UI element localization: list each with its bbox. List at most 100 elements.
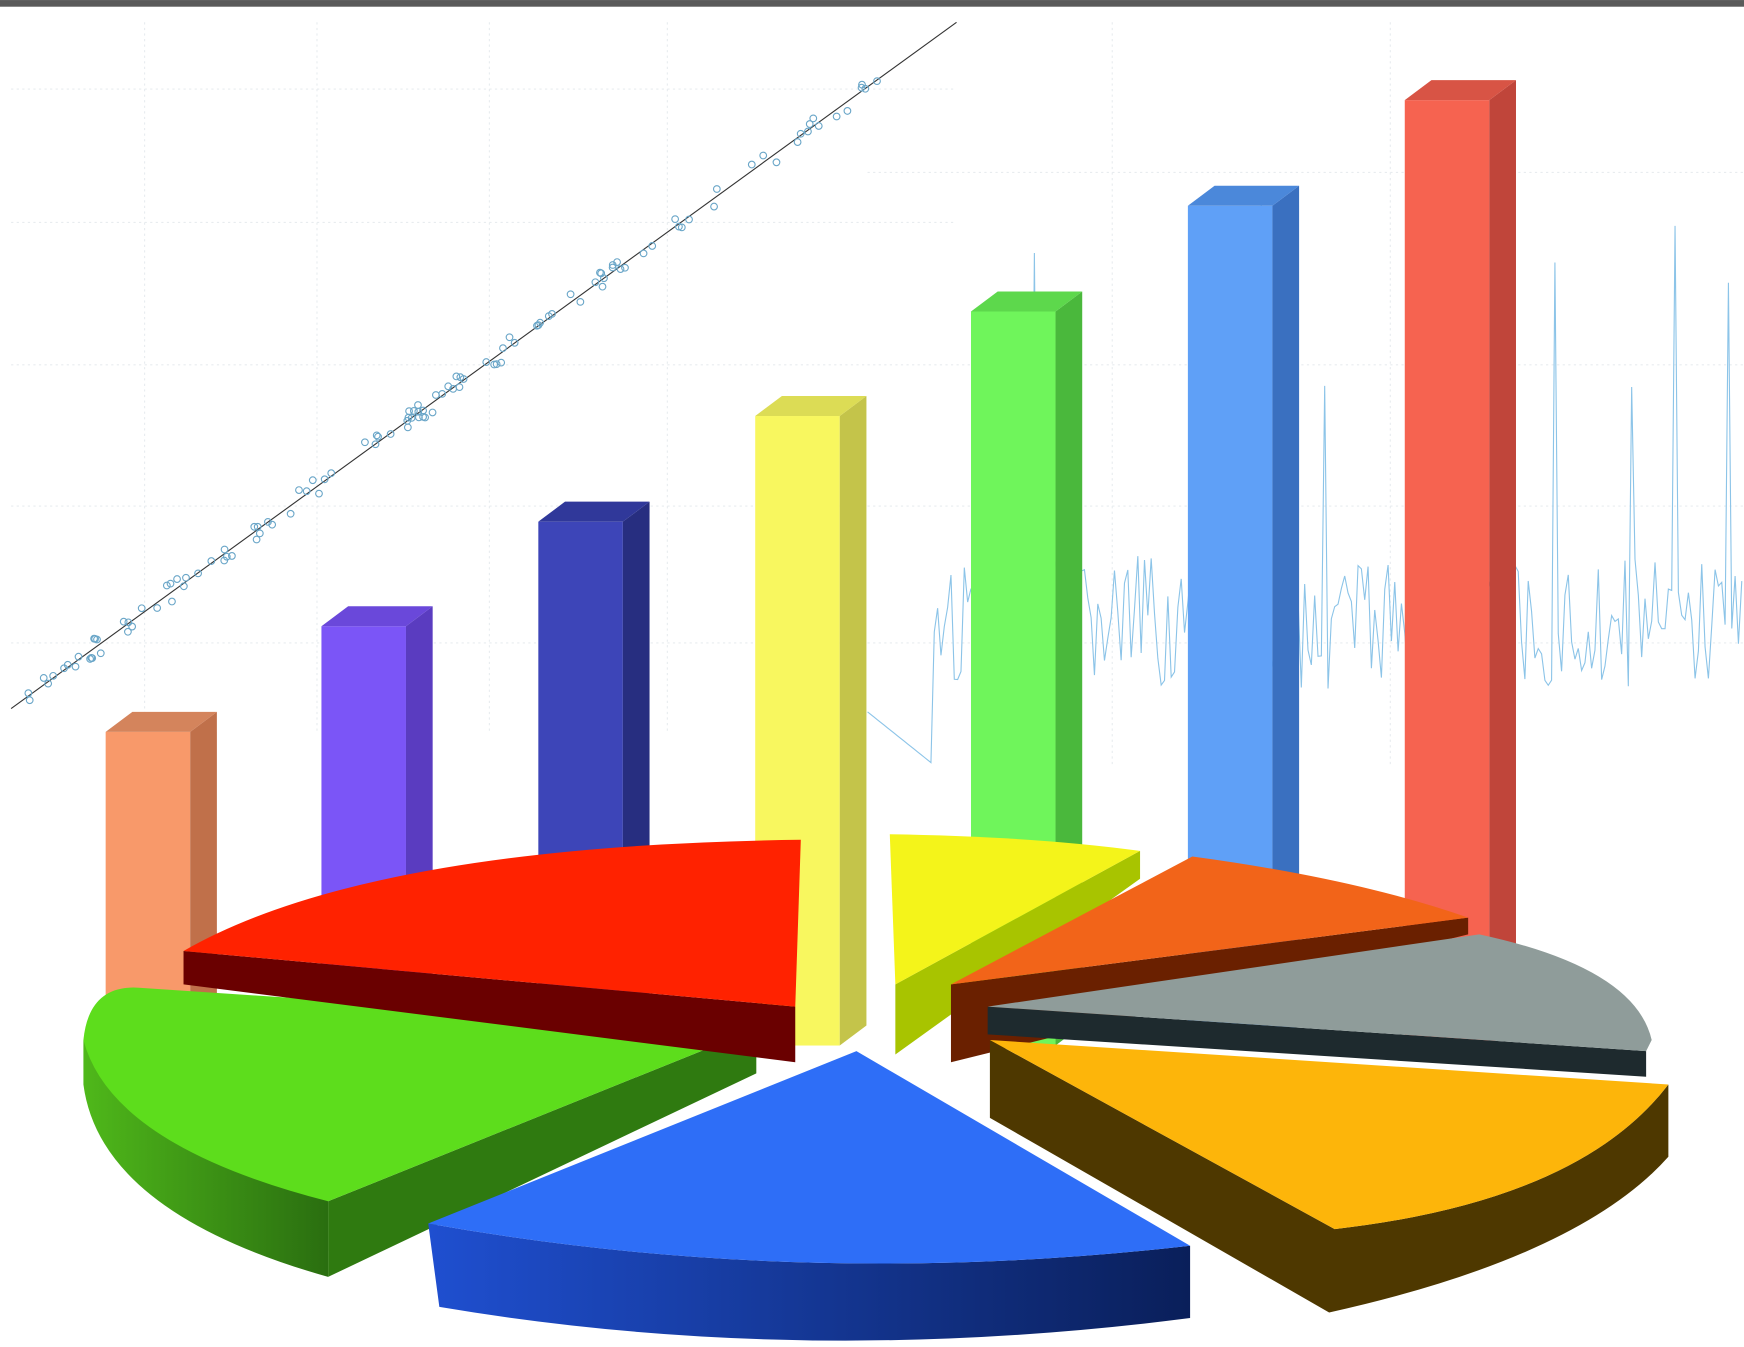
bar-front [1404, 100, 1490, 1046]
scatter-point [49, 671, 58, 680]
scatter-point [264, 518, 272, 526]
scatter-point [25, 696, 34, 705]
scatter-point [71, 662, 80, 671]
scatter-point [510, 338, 519, 347]
pie [83, 834, 1669, 1341]
scatter-point [24, 689, 33, 698]
scatter-point [39, 674, 48, 682]
scatter-point [576, 298, 585, 306]
pie-slice [889, 834, 1141, 985]
scatter-point [621, 263, 629, 272]
scatter-point [286, 509, 295, 518]
scatter-points [24, 77, 881, 705]
scatter-point [843, 107, 852, 115]
bar-top [105, 711, 217, 732]
scatter-point [873, 77, 881, 86]
pie-slice [428, 1051, 1191, 1264]
scatter-point [119, 617, 128, 626]
pie-slice [987, 934, 1652, 1052]
scatter-point [403, 423, 412, 432]
scatter-point [137, 604, 146, 613]
scatter-point [455, 383, 464, 391]
scatter-point [96, 649, 105, 658]
scatter-point [419, 406, 427, 415]
scatter-point [772, 158, 781, 167]
bar-top [321, 606, 433, 627]
scatter-point [421, 413, 429, 422]
scatter-point [63, 660, 72, 669]
scatter-point [372, 431, 381, 440]
scatter-point [173, 575, 181, 583]
pie-slice [950, 856, 1469, 985]
scatter-point [166, 579, 175, 588]
scatter-point [428, 408, 437, 417]
bar-top [970, 291, 1083, 312]
scatter-point [162, 581, 171, 590]
scatter-point [613, 258, 621, 266]
top-border [0, 0, 1744, 7]
scatter-point [452, 372, 461, 381]
scatter-point [710, 202, 718, 211]
pie-slice [183, 839, 801, 1007]
bar-top [1187, 185, 1300, 206]
scatter-point [857, 83, 866, 92]
scatter-point [566, 290, 575, 299]
scatter-point [832, 112, 841, 121]
scatter-point [438, 389, 447, 398]
scatter-point [809, 114, 818, 123]
scatter-point [598, 282, 607, 291]
scatter-point [499, 344, 507, 353]
scatter-point [86, 655, 94, 663]
scatter-point [182, 573, 190, 582]
scatter-point [327, 469, 336, 478]
bar-side [1272, 185, 1300, 1046]
pie-slice [989, 1039, 1669, 1230]
scatter-point [482, 358, 491, 366]
bars [105, 80, 1516, 1046]
scatter-point [93, 635, 101, 644]
pie-slice [83, 987, 757, 1202]
bar-side [1489, 80, 1516, 1046]
scatter-point [685, 215, 693, 224]
scatter-point [591, 278, 600, 287]
pie-side [328, 1028, 757, 1277]
bar-top [538, 501, 650, 522]
scatter-point [414, 401, 422, 409]
scatter-point [207, 557, 216, 565]
scatter-point [544, 312, 553, 321]
scatter-point [250, 522, 259, 531]
scatter-point [814, 122, 823, 130]
scatter-point [295, 486, 303, 494]
scatter-point [308, 476, 317, 485]
scatter-point [320, 475, 329, 484]
scatter-point [796, 129, 805, 138]
scatter-point [253, 522, 262, 531]
scatter-point [74, 652, 83, 661]
scatter-point [409, 407, 418, 415]
scatter-point [534, 321, 543, 330]
pie-side [989, 1039, 1669, 1313]
scatter-point [648, 242, 657, 250]
scatter-point [677, 223, 686, 232]
scatter-point [315, 489, 323, 498]
scatter-point [671, 215, 680, 224]
scatter-point [44, 679, 53, 688]
scatter-point [405, 407, 413, 416]
scatter-point [228, 552, 236, 560]
background-grid [11, 22, 1744, 768]
pie-side [183, 951, 796, 1063]
scatter-point [804, 127, 812, 136]
scatter-point [386, 430, 395, 438]
scatter-point [497, 358, 506, 367]
scatter-point [805, 120, 814, 128]
scatter-point [374, 432, 382, 441]
pie-side [987, 1006, 1647, 1077]
bar-side [839, 395, 867, 1046]
scatter-point [861, 84, 870, 93]
scatter-point [179, 582, 188, 591]
scatter-point [492, 360, 501, 369]
scatter-point [505, 333, 514, 342]
scatter-point [597, 269, 606, 278]
